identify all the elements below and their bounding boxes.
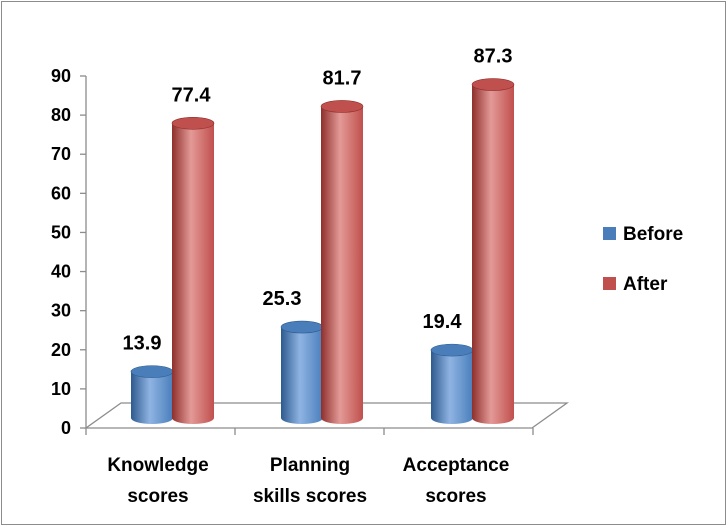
data-label-before-2: 19.4 — [423, 311, 463, 333]
data-label-after-2: 87.3 — [474, 46, 513, 68]
category-label-line: skills scores — [253, 486, 367, 507]
y-tick-label: 50 — [51, 222, 71, 242]
bar-top — [130, 365, 174, 378]
category-label-line: Planning — [270, 455, 350, 476]
bar-body — [131, 371, 173, 424]
category-label-line: Acceptance — [403, 455, 510, 476]
bar-after-2 — [471, 78, 515, 424]
category-label-2: Acceptance scores — [403, 455, 510, 507]
bars — [130, 78, 515, 424]
bar-before-0 — [130, 365, 174, 424]
category-label-1: Planning skills scores — [253, 455, 367, 507]
y-tick-label: 0 — [61, 418, 71, 438]
y-tick-label: 10 — [51, 379, 71, 399]
legend-swatch — [603, 277, 616, 290]
legend: Before After — [603, 224, 683, 295]
bar-top — [320, 100, 364, 113]
bar-body — [321, 106, 363, 424]
y-tick-label: 20 — [51, 340, 71, 360]
y-axis: 0 10 20 30 40 50 60 70 80 90 — [51, 66, 534, 438]
y-tick-label: 60 — [51, 183, 71, 203]
bar-after-1 — [320, 100, 364, 424]
legend-item-before: Before — [603, 224, 683, 245]
chart-floor — [83, 402, 570, 429]
category-label-line: scores — [425, 486, 486, 507]
data-label-before-1: 25.3 — [263, 288, 302, 310]
bar-body — [281, 327, 323, 424]
legend-item-after: After — [603, 274, 668, 295]
y-tick-label: 80 — [51, 105, 71, 125]
y-tick-label: 30 — [51, 301, 71, 321]
bar-body — [172, 123, 214, 424]
data-label-before-0: 13.9 — [123, 333, 162, 355]
legend-label: Before — [623, 224, 683, 245]
bar-before-2 — [430, 343, 474, 424]
floor-plane — [83, 402, 570, 429]
legend-label: After — [623, 274, 668, 295]
category-label-0: Knowledge scores — [107, 455, 208, 507]
bar-top — [471, 78, 515, 91]
bar-body — [472, 84, 514, 424]
y-tick-label: 90 — [51, 66, 71, 86]
y-tick-label: 40 — [51, 262, 71, 282]
data-label-after-0: 77.4 — [172, 84, 212, 106]
bar-before-1 — [280, 320, 324, 424]
bar-top — [171, 116, 215, 130]
category-labels: Knowledge scores Planning skills scores Acce… — [107, 455, 509, 507]
category-label-line: scores — [127, 486, 188, 507]
data-labels: 13.9 77.4 25.3 81.7 19.4 87.3 — [123, 46, 513, 355]
bar-top — [430, 343, 474, 357]
bar-top — [280, 320, 324, 334]
data-label-after-1: 81.7 — [323, 67, 362, 89]
y-tick-label: 70 — [51, 144, 71, 164]
category-label-line: Knowledge — [107, 455, 208, 476]
bar-after-0 — [171, 116, 215, 424]
bar-body — [431, 350, 473, 424]
legend-swatch — [603, 227, 616, 240]
